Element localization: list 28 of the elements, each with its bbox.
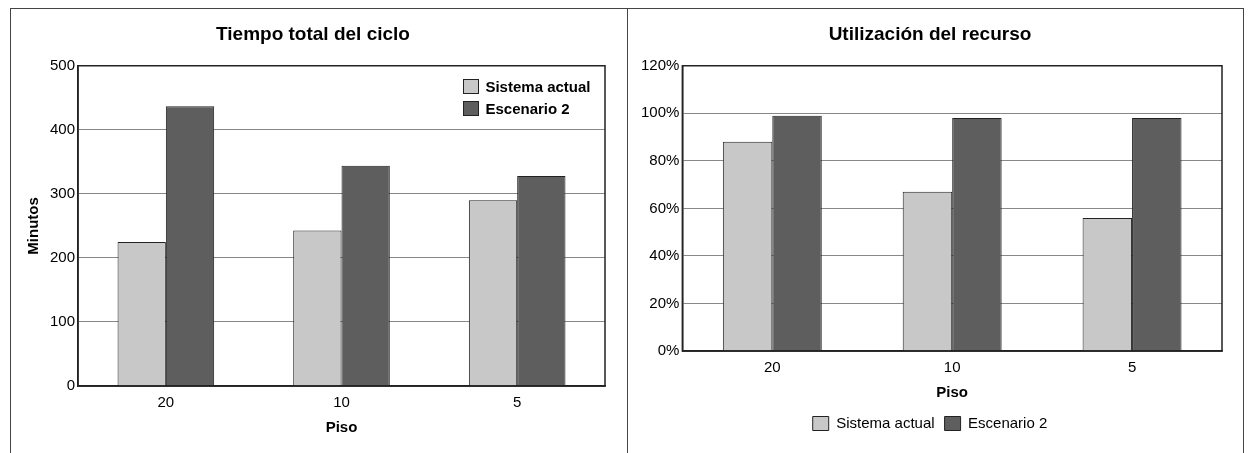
x-tick-label: 20 (157, 393, 175, 411)
y-tick-label: 80% (648, 151, 679, 169)
x-tick-label: 10 (943, 358, 961, 376)
y-tick-label: 400 (50, 119, 76, 137)
legend-label: Escenario 2 (967, 413, 1047, 431)
y-tick-label: 120% (640, 55, 679, 73)
y-axis-title: Minutos (24, 197, 42, 255)
x-tick-label: 5 (1127, 358, 1136, 376)
y-tick-label: 20% (648, 293, 679, 311)
y-tick-label: 40% (648, 246, 679, 264)
x-tick-label: 10 (333, 393, 350, 411)
y-tick-label: 500 (50, 55, 76, 73)
x-axis-title: Piso (935, 383, 968, 401)
legend-label: Sistema actual (485, 76, 591, 97)
y-tick-label: 100 (50, 312, 76, 330)
y-tick-label: 0 (66, 376, 76, 394)
y-tick-label: 300 (50, 184, 76, 202)
y-tick-label: 100% (640, 103, 679, 121)
chart-title: Utilización del recurso (828, 22, 1031, 44)
x-axis-title: Piso (325, 418, 358, 436)
x-tick-label: 5 (513, 393, 522, 411)
legend-label: Sistema actual (835, 413, 935, 431)
y-tick-label: 60% (648, 198, 679, 216)
y-tick-label: 200 (50, 248, 76, 266)
y-tick-label: 0% (657, 341, 679, 359)
chart-title: Tiempo total del ciclo (216, 22, 410, 44)
legend-label: Escenario 2 (485, 98, 570, 119)
x-tick-label: 20 (763, 358, 781, 376)
